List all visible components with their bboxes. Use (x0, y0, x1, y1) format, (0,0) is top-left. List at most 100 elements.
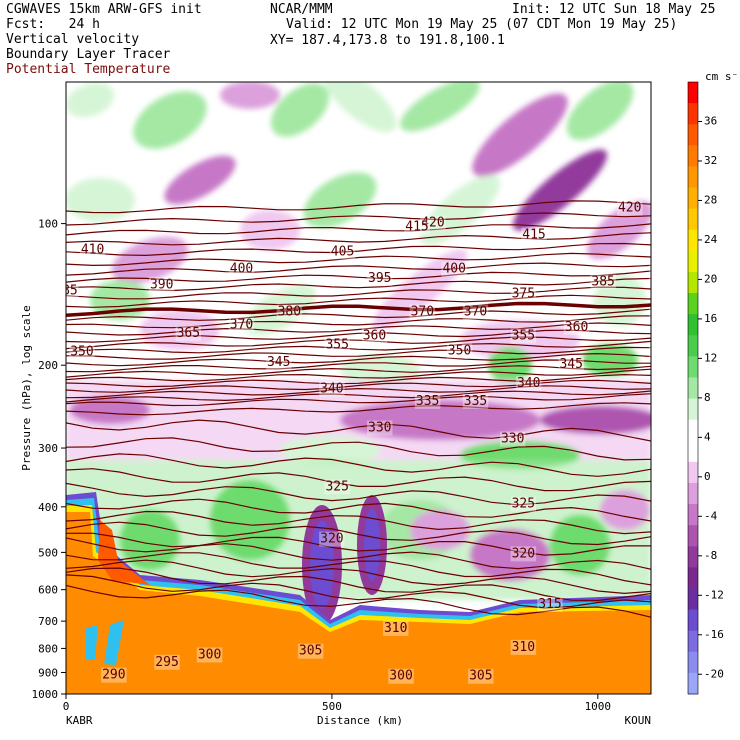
colorbar-swatch (688, 461, 698, 484)
w-negative-area (587, 200, 651, 260)
theta-label: 300 (198, 647, 221, 662)
x-tick-label: 1000 (585, 700, 612, 713)
theta-contour (66, 567, 651, 602)
theta-contour (66, 322, 651, 336)
theta-contour (66, 329, 651, 343)
theta-contour (66, 252, 651, 267)
theta-label-background (196, 647, 223, 663)
theta-label: 340 (320, 381, 343, 396)
theta-contour (66, 301, 651, 317)
x-tick-label: 0 (63, 700, 70, 713)
x-endpoint-right: KOUN (625, 714, 652, 727)
theta-label-background (228, 261, 255, 277)
init-time: Init: 12 UTC Sun 18 May 25 (512, 2, 716, 17)
colorbar-swatch (688, 335, 698, 357)
w-positive-area (210, 480, 290, 560)
theta-label: 420 (618, 201, 641, 216)
colorbar-swatch (688, 588, 698, 611)
w-negative-area (164, 155, 236, 205)
colorbar-tick-label: 24 (704, 233, 718, 246)
y-tick-label: 900 (38, 666, 58, 679)
theta-contour (66, 419, 651, 442)
field-boundary-layer-tracer: Boundary Layer Tracer (6, 47, 171, 62)
theta-label-background (648, 343, 651, 359)
w-negative-area (220, 82, 280, 109)
theta-label: 405 (331, 244, 354, 259)
w-negative-area (512, 149, 608, 231)
theta-label-background (537, 596, 563, 612)
theta-label: 335 (464, 394, 487, 409)
colorbar-swatch (688, 145, 698, 167)
theta-label-background (69, 344, 95, 360)
cross-section-endpoints: XY= 187.4,173.8 to 191.8,100.1 (270, 33, 505, 48)
y-tick-label: 800 (38, 642, 58, 655)
colorbar-tick-label: -16 (704, 628, 724, 641)
boundary-layer-gap (86, 625, 98, 660)
theta-label-background (414, 393, 441, 409)
theta-label: 310 (512, 640, 535, 655)
theta-contour (66, 521, 651, 546)
theta-label-background (510, 286, 537, 302)
theta-label: 375 (512, 286, 535, 301)
colorbar-tick-label: 12 (704, 351, 717, 364)
y-tick-label: 600 (38, 584, 58, 597)
w-negative-area (472, 93, 568, 177)
theta-contour (66, 270, 651, 283)
colorbar-swatch (688, 124, 698, 146)
colorbar-tick-label: -4 (704, 509, 718, 522)
theta-label-background (499, 431, 526, 447)
colorbar-tick-label: -20 (704, 667, 724, 680)
w-strong-downdraft-core (310, 521, 334, 609)
colorbar-tick-label: 36 (704, 114, 717, 127)
theta-contour (66, 437, 651, 461)
colorbar-swatch (688, 440, 698, 463)
colorbar-units: cm s⁻¹ (705, 70, 740, 83)
theta-label: 320 (512, 546, 535, 561)
theta-label: 415 (405, 220, 428, 235)
theta-label: 370 (230, 317, 253, 332)
theta-label: 390 (150, 277, 173, 292)
theta-label-background (148, 277, 175, 293)
colorbar-swatch (688, 419, 698, 442)
theta-label-background (361, 328, 388, 344)
theta-label: 410 (81, 243, 104, 258)
w-strong-downdraft-core (364, 509, 380, 581)
plot-frame (65, 81, 652, 695)
theta-contour (66, 498, 651, 522)
colorbar-frame (687, 81, 699, 695)
model-title: CGWAVES 15km ARW-GFS init (6, 2, 202, 17)
theta-label-background (441, 261, 467, 277)
theta-contour (66, 552, 651, 586)
theta-label: 370 (411, 304, 434, 319)
y-axis-label: Pressure (hPa), log scale (20, 305, 33, 471)
theta-label: 415 (522, 228, 545, 243)
theta-label-background (324, 479, 350, 495)
y-axis: 100 200 300 400 500 600 700 800 900 1000 (32, 218, 66, 701)
colorbar-swatch (688, 609, 698, 632)
theta-contour (66, 393, 651, 407)
colorbar-swatch (688, 630, 698, 653)
theta-label-background (388, 668, 414, 684)
theta-contour (66, 574, 651, 609)
colorbar-swatch (688, 482, 698, 505)
w-positive-area (303, 172, 377, 228)
theta-label-background (297, 643, 324, 659)
colorbar-swatch (688, 398, 698, 421)
theta-contour (66, 200, 651, 214)
potential-temperature-contours (66, 200, 651, 618)
colorbar-swatch (688, 525, 698, 547)
theta-label-background (521, 227, 547, 243)
theta-label-background (367, 271, 393, 287)
theta-label-background (367, 420, 393, 436)
w-positive-area (280, 436, 380, 464)
theta-label-background (446, 343, 473, 359)
w-negative-area (111, 236, 189, 284)
theta-label-background (382, 620, 409, 636)
y-tick-label: 1000 (32, 688, 59, 701)
colorbar-swatch (688, 672, 698, 695)
x-tick-label: 500 (322, 700, 342, 713)
colorbar-swatch (688, 504, 698, 526)
theta-contour (66, 294, 651, 308)
y-tick-label: 100 (38, 218, 58, 231)
